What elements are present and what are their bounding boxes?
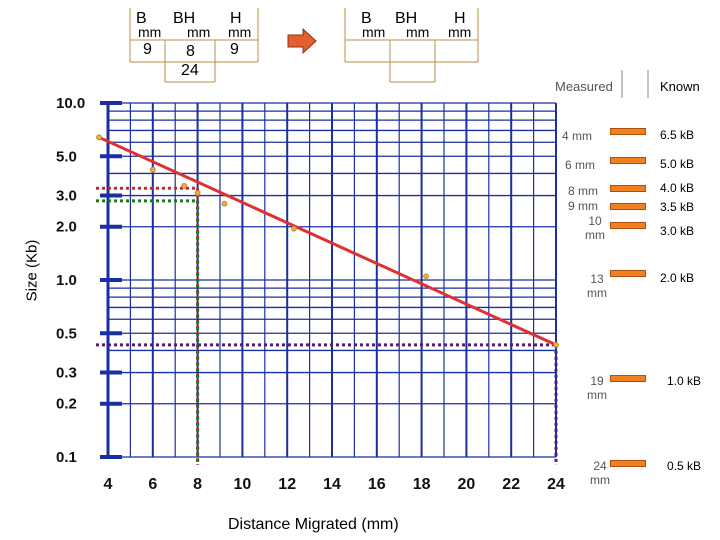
right-table-unit-bh: mm [406, 24, 430, 40]
data-point [181, 183, 188, 189]
known-label-3-0kb: 3.0 kB [660, 224, 695, 238]
right-table-header-bh: BH [395, 10, 418, 27]
arrow-right-icon [287, 27, 317, 55]
left-table-h-value: 9 [230, 41, 239, 58]
y-tick-label: 0.1 [56, 449, 77, 466]
x-tick-label: 16 [368, 476, 386, 493]
x-tick-label: 10 [234, 476, 252, 493]
chart-points [96, 134, 559, 348]
band-24mm [610, 460, 646, 467]
right-table-header-b: B [361, 10, 372, 27]
measured-label-4mm: 4 mm [562, 129, 592, 143]
known-label-2-0kb: 2.0 kB [660, 271, 695, 285]
known-label-6-5kb: 6.5 kB [660, 128, 695, 142]
x-tick-label: 6 [148, 476, 157, 493]
left-table-bh-value: 8 [186, 43, 195, 60]
data-point [423, 273, 429, 280]
measured-label-19mm: 19 mm [587, 374, 607, 402]
x-tick-labels: 4 6 8 10 12 14 16 18 20 22 24 [104, 476, 565, 493]
left-table-b-value: 9 [143, 41, 152, 58]
x-tick-label: 4 [104, 476, 113, 493]
left-table-unit-b: mm [138, 24, 162, 40]
right-gel-table [344, 8, 479, 83]
left-table-header-h: H [230, 10, 242, 27]
x-tick-label: 20 [458, 476, 476, 493]
y-tick-label: 2.0 [56, 219, 77, 236]
left-table-header-b: B [136, 10, 147, 27]
y-tick-label: 0.5 [56, 325, 77, 342]
known-label-0-5kb: 0.5 kB [667, 459, 702, 473]
right-table-header-h: H [454, 10, 466, 27]
measured-header: Measured [555, 79, 613, 94]
y-tick-label: 1.0 [56, 272, 77, 289]
known-header: Known [660, 79, 700, 94]
chart-grid [100, 101, 557, 459]
right-table-unit-h: mm [448, 24, 472, 40]
known-label-3-5kb: 3.5 kB [660, 200, 695, 214]
known-label-5-0kb: 5.0 kB [660, 157, 695, 171]
band-8mm [610, 185, 646, 192]
chart-guides [96, 186, 558, 465]
band-10mm [610, 222, 646, 229]
measured-label-24mm: 24 mm [590, 459, 610, 487]
measured-label-6mm: 6 mm [565, 158, 595, 172]
y-tick-label: 3.0 [56, 188, 77, 205]
x-tick-label: 18 [413, 476, 431, 493]
band-4mm [610, 128, 646, 135]
y-tick-label: 0.3 [56, 365, 77, 382]
data-point [221, 200, 228, 207]
measured-label-13mm: 13 mm [587, 272, 607, 300]
left-table-header-bh: BH [173, 10, 196, 27]
chart-fit-line [98, 135, 557, 347]
left-table-unit-h: mm [228, 24, 252, 40]
y-tick-labels: 10.0 5.0 3.0 2.0 1.0 0.5 0.3 0.2 0.1 [56, 95, 85, 466]
y-tick-label: 10.0 [56, 95, 85, 112]
measured-label-9mm: 9 mm [568, 199, 598, 213]
measured-label-10mm: 10 mm [585, 214, 605, 242]
x-tick-label: 12 [278, 476, 296, 493]
x-tick-label: 24 [547, 476, 565, 493]
x-tick-label: 22 [502, 476, 520, 493]
gel-tables-graphic [129, 8, 649, 98]
data-point [553, 341, 559, 348]
x-tick-label: 8 [193, 476, 202, 493]
data-point [194, 190, 201, 196]
known-label-1-0kb: 1.0 kB [667, 374, 702, 388]
band-13mm [610, 270, 646, 277]
band-19mm [610, 375, 646, 382]
y-tick-label: 0.2 [56, 396, 77, 413]
left-gel-table [129, 8, 259, 83]
band-9mm [610, 203, 646, 210]
measured-label-8mm: 8 mm [568, 184, 598, 198]
right-table-unit-b: mm [362, 24, 386, 40]
data-point [149, 166, 156, 173]
left-table-bh-value-2: 24 [181, 62, 199, 79]
x-tick-label: 14 [323, 476, 341, 493]
band-6mm [610, 157, 646, 164]
data-point [96, 134, 102, 141]
known-label-4-0kb: 4.0 kB [660, 181, 695, 195]
y-tick-label: 5.0 [56, 148, 77, 165]
fit-line [98, 135, 557, 347]
left-table-unit-bh: mm [187, 24, 211, 40]
data-point [291, 225, 297, 232]
